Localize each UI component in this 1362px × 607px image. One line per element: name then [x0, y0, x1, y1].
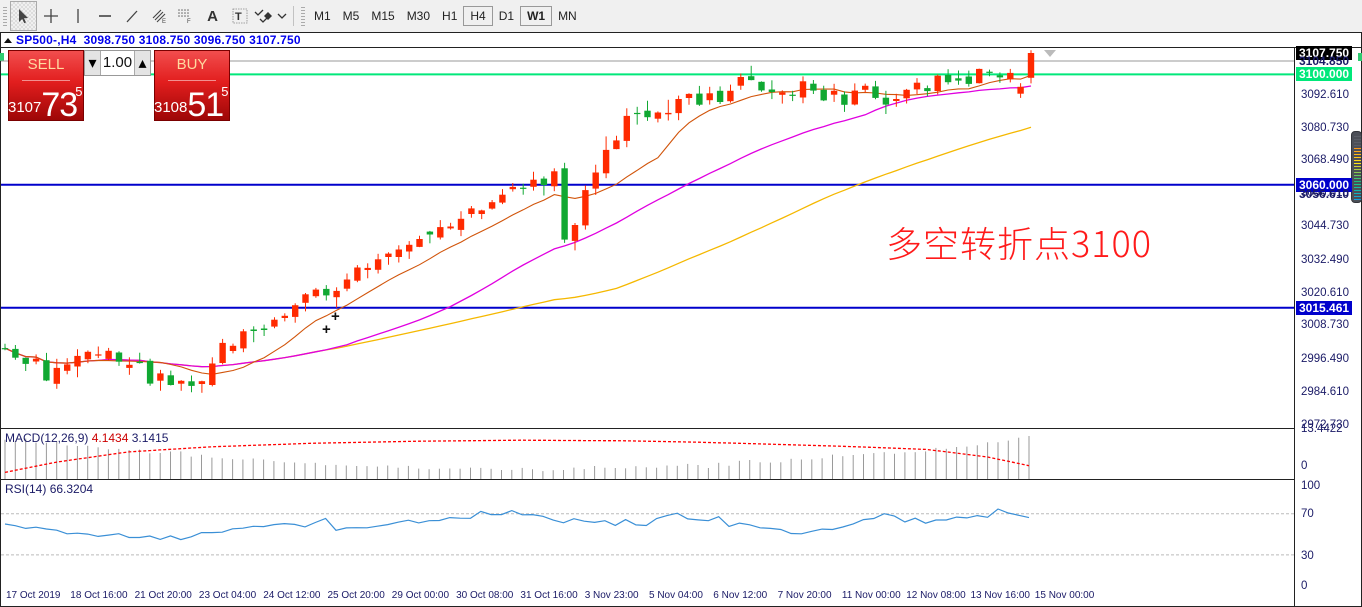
svg-text:F: F	[187, 19, 191, 24]
svg-text:T: T	[235, 11, 242, 23]
svg-text:E: E	[162, 19, 166, 25]
